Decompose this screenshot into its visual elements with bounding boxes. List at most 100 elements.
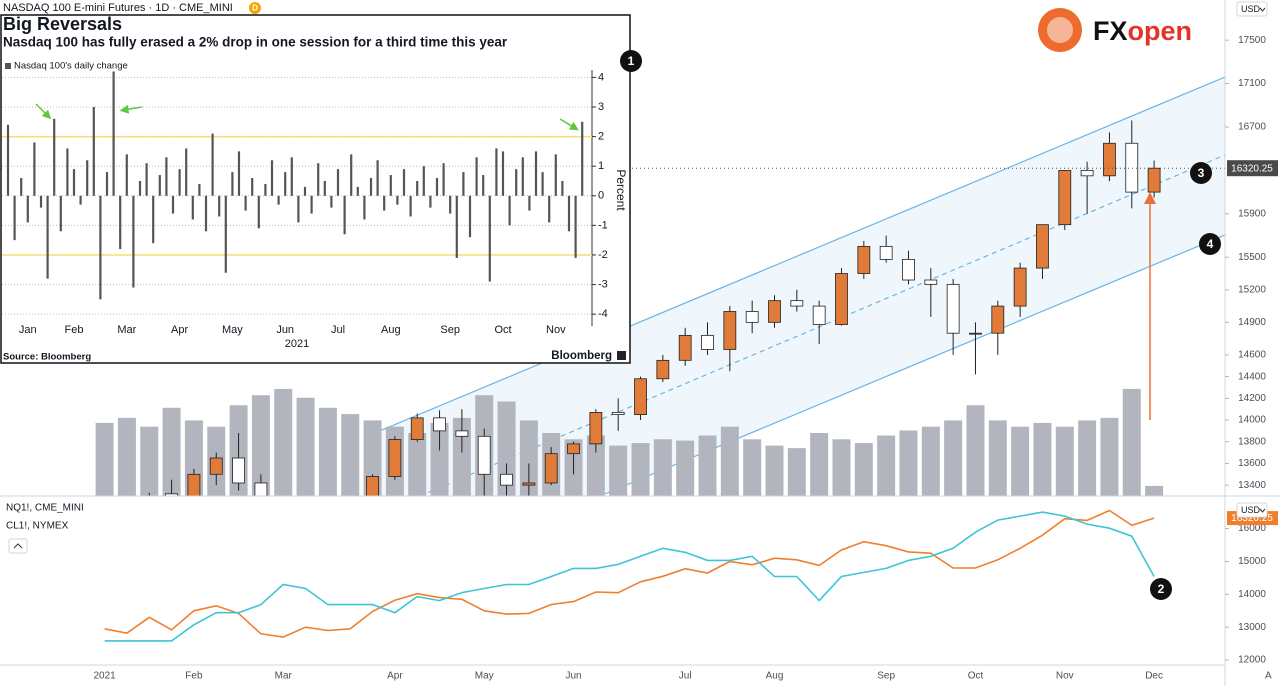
y-tick-label: 14900: [1238, 317, 1266, 328]
currency-button[interactable]: USD: [1236, 502, 1268, 518]
bar: [152, 195, 155, 244]
bar: [257, 195, 260, 229]
bar: [270, 160, 274, 196]
logo-emblem-inner: [1047, 17, 1073, 43]
compare-pane: NQ1!, CME_MINI CL1!, NYMEX 12000 13000 140…: [6, 503, 1278, 682]
legend-label: NQ1!, CME_MINI: [6, 503, 84, 514]
bar: [218, 195, 221, 217]
volume-bar: [95, 422, 114, 496]
candle-body: [1036, 224, 1049, 269]
inset-title: Big Reversals: [3, 14, 122, 34]
bar: [495, 148, 498, 196]
price-axis: 13400 13600 13800 14000 14200 14400 14600 14900…: [1225, 35, 1278, 491]
bar: [501, 151, 505, 196]
bar: [468, 195, 472, 238]
volume-bar: [653, 439, 672, 496]
x-tick-label: May: [475, 671, 494, 682]
bar: [515, 169, 518, 196]
bar: [46, 195, 49, 279]
bar: [548, 195, 551, 223]
volume-bar: [1122, 388, 1141, 496]
line-series: [104, 509, 1155, 638]
bar: [125, 154, 128, 196]
volume-bar: [899, 430, 918, 496]
volume: [95, 388, 1164, 496]
button-frame: [1236, 1, 1268, 17]
y-tick-label: 17500: [1238, 35, 1266, 46]
volume-bar: [944, 420, 963, 496]
y-tick-label: -4: [598, 308, 608, 320]
bar: [244, 195, 247, 211]
bar: [231, 172, 234, 196]
y-tick-label: 2: [598, 130, 604, 142]
main-pane: [0, 76, 1225, 496]
volume-bar: [787, 448, 806, 496]
volume-bar: [162, 407, 181, 496]
bar: [455, 195, 458, 258]
candle-body: [611, 412, 625, 415]
volume-bar: [631, 443, 650, 496]
bar: [178, 169, 181, 196]
y-tick-label: 15500: [1238, 252, 1266, 263]
pointer: [119, 104, 143, 114]
candle-body: [879, 245, 893, 260]
bar: [429, 195, 432, 208]
candle-body: [165, 493, 178, 496]
collapse-button[interactable]: [8, 538, 28, 554]
y-axis-label: Percent: [614, 169, 628, 211]
candle-body: [455, 430, 469, 437]
pointer: [35, 103, 52, 120]
bar: [72, 169, 76, 196]
x-tick-label: Mar: [117, 324, 136, 336]
candle-body: [1058, 169, 1072, 226]
volume-bar: [877, 435, 896, 496]
bar: [158, 175, 161, 196]
y-tick-label: 4: [598, 71, 604, 83]
candle-body: [969, 332, 982, 335]
y-tick-label: -1: [598, 219, 608, 231]
bar: [20, 178, 23, 196]
legend-label: CL1!, NYMEX: [6, 521, 69, 532]
bar: [416, 180, 419, 196]
x-tick-label: Jul: [331, 324, 345, 336]
currency-button[interactable]: USD: [1236, 1, 1268, 17]
bar: [6, 124, 10, 196]
volume-bar: [430, 422, 449, 496]
bar: [251, 178, 254, 196]
bar: [541, 172, 544, 196]
candle-body: [477, 435, 491, 475]
bar: [284, 172, 287, 196]
bar: [119, 195, 122, 250]
volume-bar: [765, 445, 784, 496]
auto-scale[interactable]: A: [1265, 671, 1272, 682]
y-tick-label: 13600: [1238, 458, 1266, 469]
bar: [224, 195, 227, 273]
bar: [369, 178, 373, 196]
badge: D: [252, 4, 258, 13]
bar: [435, 178, 439, 196]
bar: [264, 183, 267, 196]
legend-label: Nasdaq 100's daily change: [14, 61, 128, 72]
x-tick-label: Nov: [1056, 671, 1074, 682]
candle-body: [1147, 167, 1161, 193]
volume-bar: [274, 388, 293, 496]
bar: [59, 195, 62, 232]
volume-bar: [720, 426, 739, 496]
bar: [185, 148, 188, 196]
y-tick-label: 15000: [1238, 556, 1266, 567]
bar: [574, 195, 577, 258]
bar: [561, 180, 564, 196]
bar: [442, 163, 445, 196]
bar: [449, 195, 452, 214]
x-tick-label: Oct: [494, 324, 511, 336]
bar: [521, 157, 524, 196]
bar: [343, 195, 346, 235]
x-tick-label: Feb: [185, 671, 203, 682]
inset-subtitle: Nasdaq 100 has fully erased a 2% drop in…: [3, 35, 508, 50]
x-tick-label: Mar: [275, 671, 293, 682]
bar: [310, 195, 313, 214]
bar: [33, 142, 36, 196]
bar: [475, 157, 478, 196]
volume-bar: [966, 405, 985, 496]
